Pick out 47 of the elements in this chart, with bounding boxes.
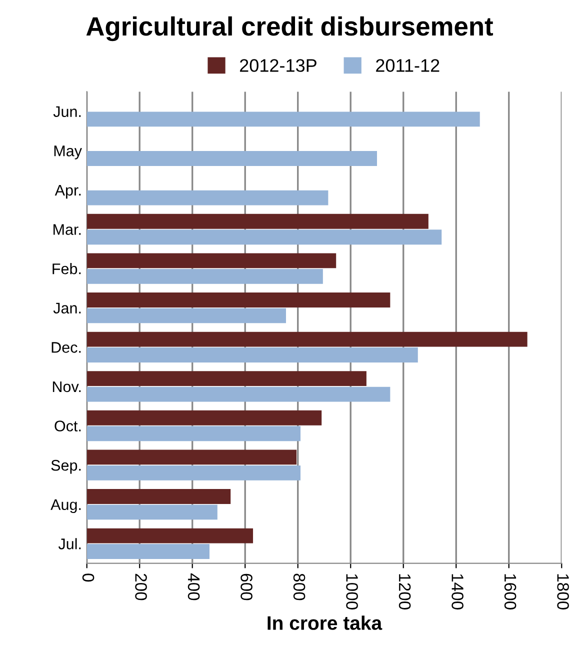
bar xyxy=(86,253,336,268)
bar xyxy=(86,450,297,465)
bar xyxy=(86,465,300,480)
x-tick-label: 1400 xyxy=(452,574,464,610)
y-tick-label: Apr. xyxy=(54,184,81,199)
y-tick-label: Aug. xyxy=(50,499,81,514)
bar xyxy=(86,308,286,324)
x-tick-label: 600 xyxy=(240,574,252,600)
y-tick-label: Mar. xyxy=(54,224,81,235)
bar xyxy=(86,332,528,347)
x-axis-title: In crore taka xyxy=(268,616,382,630)
legend-label: 2012-13P xyxy=(240,59,316,72)
y-tick-label: Nov. xyxy=(52,381,81,392)
x-tick-label: 1800 xyxy=(557,574,569,610)
x-tick-label: 400 xyxy=(188,573,200,600)
y-tick-label: Oct. xyxy=(54,420,81,432)
bar xyxy=(86,292,390,308)
bar xyxy=(86,426,300,442)
y-tick-label: Dec. xyxy=(52,342,81,353)
y-tick-label: Feb. xyxy=(52,263,81,274)
x-tick-label: 1200 xyxy=(398,574,411,610)
chart-title: Agricultural credit disbursement xyxy=(86,16,494,42)
bar xyxy=(86,504,218,520)
legend-label: 2011-12 xyxy=(376,59,440,72)
y-tick-label: Jul. xyxy=(58,538,81,550)
bar xyxy=(86,544,210,559)
x-tick-label: 0 xyxy=(82,574,94,582)
bar xyxy=(86,112,480,127)
bar xyxy=(86,214,428,229)
x-tick-label: 1000 xyxy=(346,574,358,610)
x-tick-label: 800 xyxy=(293,574,306,600)
bar xyxy=(86,348,418,362)
x-tick-label: 1600 xyxy=(504,574,516,610)
bar xyxy=(86,386,390,402)
y-tick-label: Sep. xyxy=(51,460,81,474)
bar xyxy=(86,489,231,504)
bar xyxy=(86,190,328,206)
bar xyxy=(86,151,377,166)
bar xyxy=(86,371,366,386)
bar xyxy=(86,268,323,284)
bar xyxy=(86,528,254,544)
y-tick-label: Jun. xyxy=(53,106,81,118)
bar xyxy=(86,410,322,426)
y-tick-label: Jan. xyxy=(53,302,81,314)
bar xyxy=(86,230,442,245)
x-tick-label: 200 xyxy=(135,574,147,600)
y-tick-label: May xyxy=(54,146,82,160)
